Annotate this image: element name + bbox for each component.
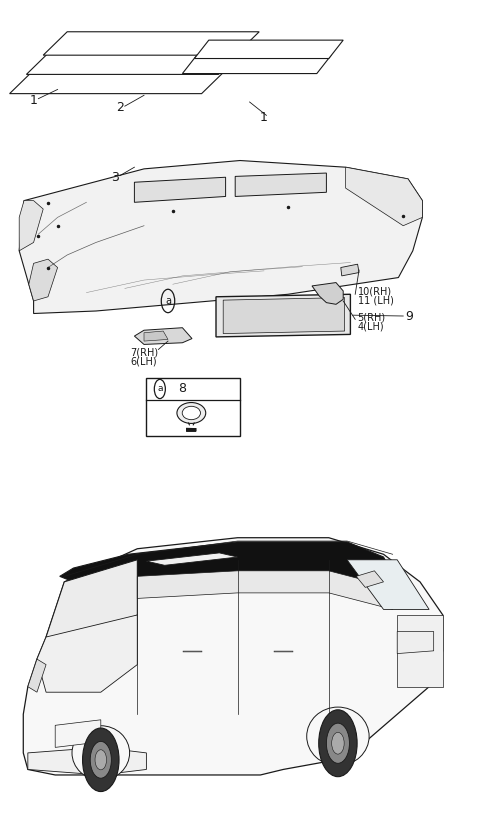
Text: 4(LH): 4(LH) <box>358 322 384 332</box>
Circle shape <box>332 732 344 754</box>
Polygon shape <box>346 167 422 226</box>
Text: 9: 9 <box>406 309 413 323</box>
Circle shape <box>95 750 107 770</box>
Text: 11 (LH): 11 (LH) <box>358 296 394 306</box>
Polygon shape <box>235 173 326 196</box>
Polygon shape <box>216 294 350 337</box>
Polygon shape <box>397 631 434 654</box>
Polygon shape <box>55 720 101 747</box>
Polygon shape <box>134 328 192 344</box>
Text: 7(RH): 7(RH) <box>130 348 158 358</box>
Text: a: a <box>165 296 171 306</box>
Polygon shape <box>347 560 429 609</box>
Text: 3: 3 <box>111 171 119 184</box>
Text: 1: 1 <box>30 94 37 107</box>
Polygon shape <box>341 264 359 276</box>
Text: 1: 1 <box>260 110 268 124</box>
Text: 2: 2 <box>116 101 124 115</box>
Text: a: a <box>157 385 163 394</box>
Circle shape <box>90 742 111 778</box>
Polygon shape <box>23 538 443 775</box>
Ellipse shape <box>72 726 130 780</box>
Text: 6(LH): 6(LH) <box>131 356 157 366</box>
Polygon shape <box>26 51 242 74</box>
Polygon shape <box>46 560 137 643</box>
Ellipse shape <box>307 707 369 766</box>
Polygon shape <box>19 201 43 251</box>
Circle shape <box>83 728 119 792</box>
Polygon shape <box>137 571 393 609</box>
Polygon shape <box>19 161 422 314</box>
Polygon shape <box>397 615 443 686</box>
Polygon shape <box>28 659 46 692</box>
Circle shape <box>326 723 349 763</box>
Polygon shape <box>144 331 168 341</box>
Polygon shape <box>134 177 226 202</box>
FancyBboxPatch shape <box>146 378 240 436</box>
Ellipse shape <box>177 403 206 423</box>
Polygon shape <box>356 571 384 588</box>
Polygon shape <box>43 32 259 55</box>
Ellipse shape <box>182 406 201 420</box>
Text: 5(RH): 5(RH) <box>358 313 386 323</box>
Polygon shape <box>223 298 345 334</box>
Polygon shape <box>37 615 137 692</box>
Polygon shape <box>10 70 226 94</box>
Circle shape <box>319 710 357 777</box>
Polygon shape <box>182 55 331 74</box>
Text: 10(RH): 10(RH) <box>358 287 392 297</box>
Polygon shape <box>29 259 58 301</box>
Polygon shape <box>28 747 146 775</box>
Text: 8: 8 <box>179 383 186 395</box>
Polygon shape <box>194 40 343 59</box>
Polygon shape <box>312 283 343 304</box>
Polygon shape <box>146 553 238 565</box>
Polygon shape <box>60 542 397 593</box>
